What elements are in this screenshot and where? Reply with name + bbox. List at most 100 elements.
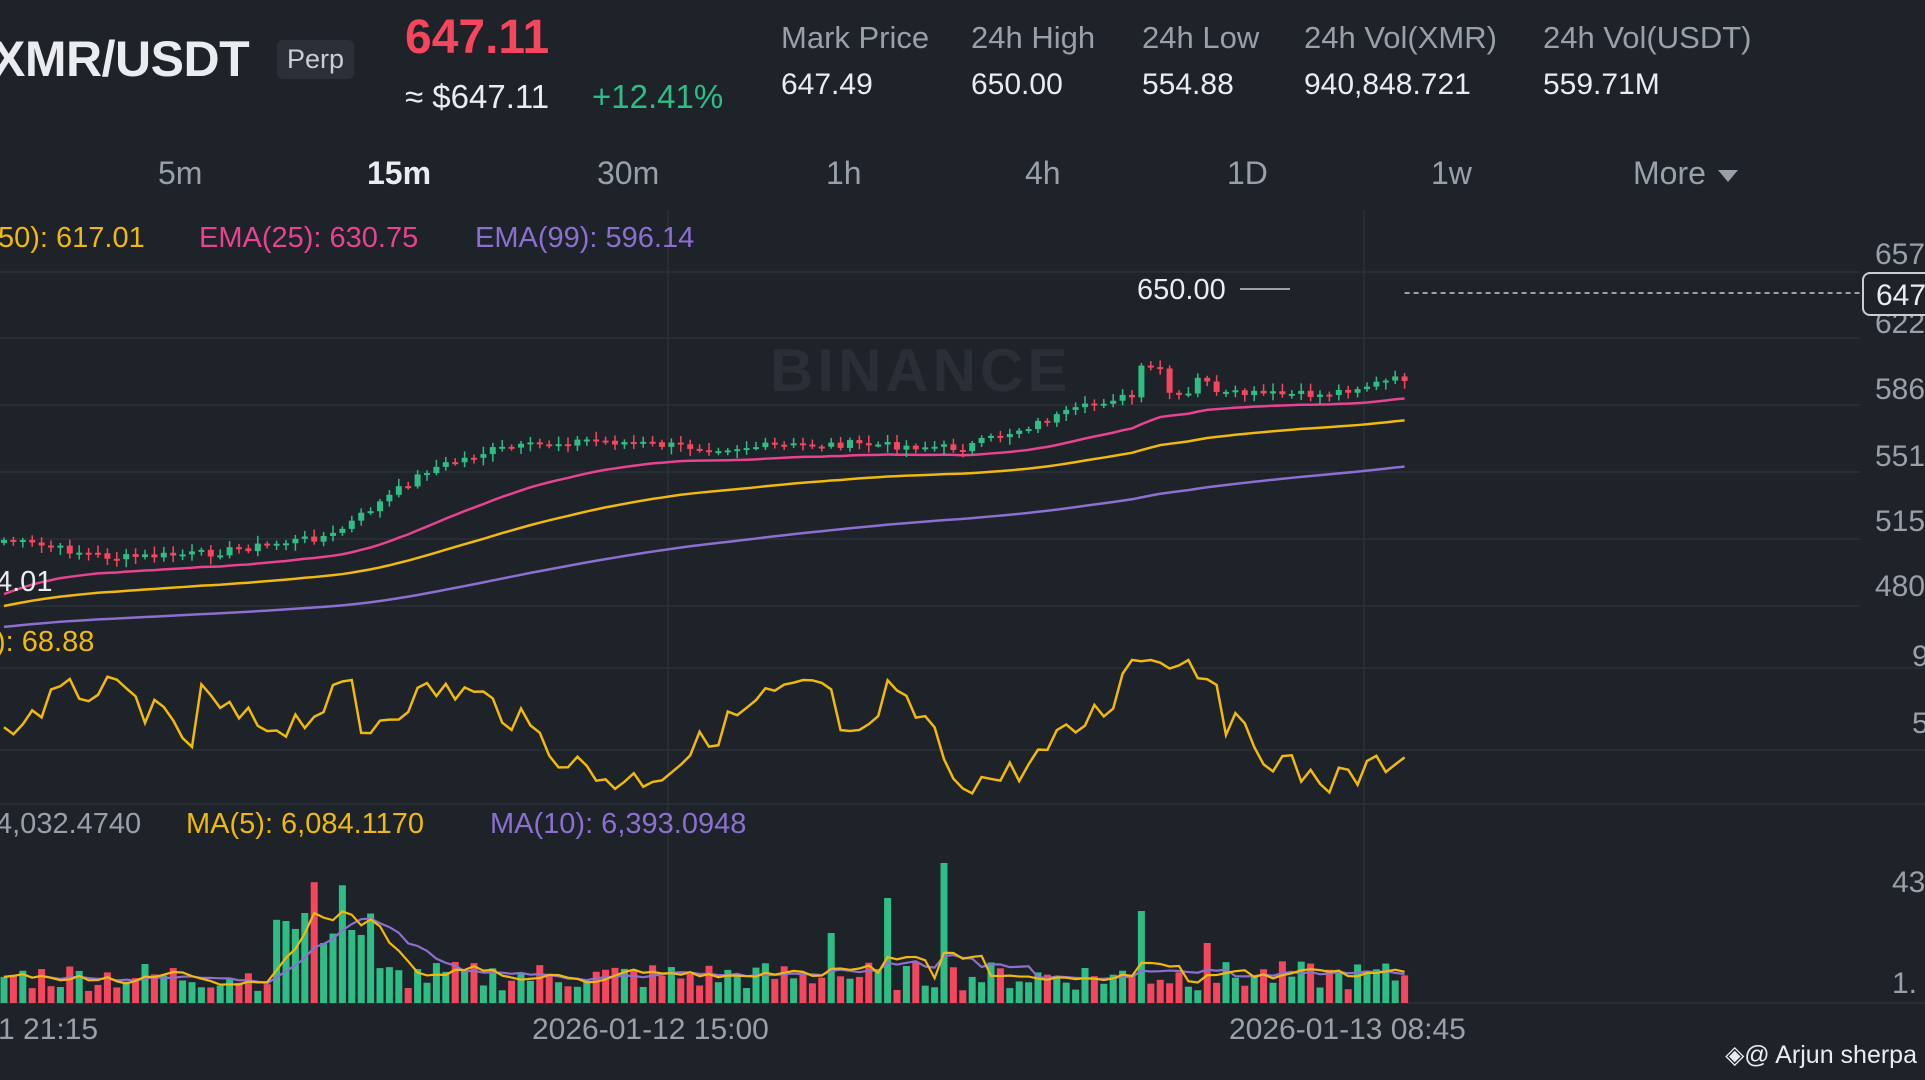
candle	[668, 442, 675, 447]
volume-bar	[338, 885, 346, 1003]
time-axis-label: 1 21:15	[0, 1013, 99, 1046]
price-axis-tick: 480	[1875, 570, 1925, 603]
volume-bar	[620, 968, 628, 1003]
candle	[29, 539, 36, 543]
candle	[950, 444, 957, 451]
candle	[1354, 389, 1361, 393]
volume-bar	[179, 980, 187, 1003]
tab-5m[interactable]: 5m	[158, 155, 203, 191]
candle	[818, 446, 825, 449]
vol-ma5-legend: MA(5): 6,084.1170	[186, 808, 425, 840]
rsi-line	[3, 658, 1406, 795]
vol-usdt-label: 24h Vol(USDT)	[1543, 20, 1752, 55]
candle	[1335, 389, 1342, 396]
tab-4h[interactable]: 4h	[1025, 155, 1061, 191]
high-24h-label: 24h High	[971, 20, 1096, 55]
volume-bar	[216, 985, 224, 1003]
volume-bar	[367, 913, 375, 1003]
candle	[931, 446, 938, 449]
volume-bar	[1194, 990, 1202, 1003]
volume-bar	[38, 969, 46, 1003]
tab-1d[interactable]: 1D	[1227, 155, 1268, 191]
tab-1w[interactable]: 1w	[1431, 155, 1472, 191]
candle	[659, 442, 665, 447]
volume-bar	[1382, 963, 1390, 1003]
rsi-axis-tick: 9	[1912, 640, 1925, 673]
candle	[358, 512, 365, 521]
candle	[217, 555, 224, 558]
volume-bar	[329, 933, 337, 1003]
mark-price-label: Mark Price	[781, 20, 930, 55]
candle	[894, 442, 900, 450]
volume-bar	[949, 967, 957, 1003]
volume-bar	[1288, 976, 1296, 1003]
candle	[959, 450, 966, 453]
candle	[160, 552, 167, 558]
candle	[207, 549, 214, 557]
volume-bar	[414, 969, 422, 1003]
volume-bar	[1166, 983, 1174, 1003]
candle	[1288, 393, 1295, 396]
vol-xmr-label: 24h Vol(XMR)	[1304, 20, 1497, 55]
time-axis-label: 2026-01-12 15:00	[532, 1013, 769, 1046]
volume-bar	[432, 963, 440, 1003]
volume-bar	[790, 978, 798, 1003]
volume-bar	[461, 970, 469, 1003]
candle	[1317, 394, 1323, 397]
candle	[461, 457, 468, 463]
tab-1h[interactable]: 1h	[826, 155, 862, 191]
vol-ma5-line	[3, 910, 1405, 986]
volume-bar	[1222, 962, 1230, 1003]
candle	[1213, 381, 1220, 392]
volume-bar	[996, 968, 1004, 1003]
candle	[170, 552, 177, 556]
volume-bar	[649, 965, 657, 1003]
volume-bar	[912, 961, 920, 1003]
candle	[1082, 403, 1088, 408]
pair-symbol[interactable]: XMR/USDT	[0, 31, 250, 87]
candle	[602, 440, 609, 443]
candle	[66, 545, 73, 554]
candle	[884, 442, 891, 445]
volume-bar	[630, 970, 638, 1003]
candle	[226, 547, 233, 556]
volume-bar	[592, 971, 600, 1003]
candle	[875, 444, 882, 447]
candle	[1223, 391, 1229, 394]
volume-bar	[1250, 976, 1258, 1003]
candle	[264, 543, 271, 546]
candle	[48, 545, 54, 548]
volume-bar	[1119, 970, 1127, 1003]
candle	[1053, 414, 1060, 423]
more-menu[interactable]: More	[1633, 155, 1738, 192]
candle	[198, 549, 205, 552]
volume-legend: 4,032.4740	[0, 808, 142, 840]
volume-bar	[385, 967, 393, 1003]
tab-30m[interactable]: 30m	[597, 155, 660, 191]
ema25-legend: EMA(25): 630.75	[199, 222, 419, 254]
credit-text: @ Arjun sherpa	[1744, 1041, 1917, 1069]
volume-bar	[113, 987, 121, 1003]
candle	[1016, 430, 1023, 434]
tab-15m[interactable]: 15m	[367, 155, 432, 191]
candle	[283, 543, 289, 546]
candle	[151, 554, 158, 558]
low-24h-value: 554.88	[1142, 68, 1234, 101]
volume-bar	[282, 921, 290, 1003]
rsi-axis-tick: 5	[1912, 707, 1925, 740]
volume-bar	[696, 985, 704, 1003]
candle	[1345, 389, 1352, 393]
candle	[489, 447, 496, 455]
volume-bar	[968, 976, 976, 1003]
volume-bar	[771, 978, 779, 1003]
candle	[593, 439, 600, 442]
candle	[132, 554, 139, 557]
volume-bar	[799, 972, 807, 1003]
candle	[847, 440, 853, 448]
candle	[1129, 394, 1135, 398]
volume-bar	[9, 974, 17, 1003]
candle	[1260, 390, 1267, 394]
volume-bar	[1043, 974, 1051, 1003]
candle	[649, 441, 656, 444]
